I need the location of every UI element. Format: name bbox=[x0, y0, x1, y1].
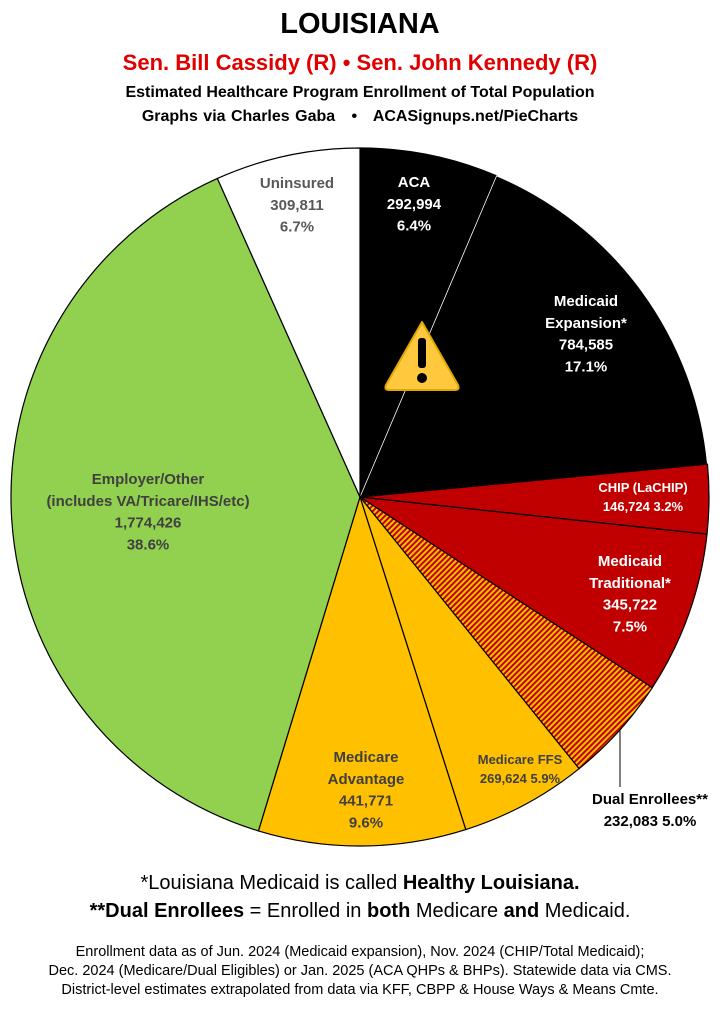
slice-percent-label: 9.6% bbox=[349, 814, 383, 831]
pie-slice-medicaid bbox=[359, 496, 708, 689]
slice-name-label: Employer/Other bbox=[92, 471, 205, 488]
slice-percent-label: 7.5% bbox=[613, 618, 647, 635]
footer-line: Dec. 2024 (Medicare/Dual Eligibles) or J… bbox=[48, 963, 672, 979]
senators-subtitle: Sen. Bill Cassidy (R) • Sen. John Kenned… bbox=[122, 50, 598, 75]
slice-value-label: 441,771 bbox=[339, 793, 393, 810]
chart-subtitle: Estimated Healthcare Program Enrollment … bbox=[125, 84, 595, 101]
pie-slice-employer-other bbox=[10, 177, 361, 832]
slice-name-label: Medicaid bbox=[598, 553, 662, 570]
slice-percent-label: 6.7% bbox=[280, 219, 314, 236]
slice-name-label: Expansion* bbox=[545, 315, 627, 332]
slice-name-label: Uninsured bbox=[260, 175, 334, 192]
pie-slice-uninsured bbox=[216, 147, 361, 498]
slice-percent-label: 17.1% bbox=[565, 358, 608, 375]
slice-name-label: Advantage bbox=[328, 771, 405, 788]
slice-name-label: Traditional* bbox=[589, 575, 671, 592]
slice-value-label: 232,083 5.0% bbox=[604, 813, 697, 830]
footer-line: Enrollment data as of Jun. 2024 (Medicai… bbox=[75, 944, 645, 960]
slice-name-label: Medicare bbox=[333, 749, 398, 766]
slice-name-label: Medicaid bbox=[554, 293, 618, 310]
slice-percent-label: 38.6% bbox=[127, 536, 170, 553]
slice-value-label: 269,624 5.9% bbox=[480, 771, 561, 786]
pie-chart: ACA 292,994 6.4% Medicaid Expansion* 784,585 1… bbox=[10, 147, 710, 847]
slice-percent-label: 6.4% bbox=[397, 218, 431, 235]
footnote-dual-enrollees: **Dual Enrollees = Enrolled in both Medi… bbox=[89, 900, 631, 922]
pie-slice-aca bbox=[359, 147, 498, 498]
slice-name-label: ACA bbox=[398, 174, 431, 191]
slice-name-label: CHIP (LaCHIP) bbox=[598, 480, 687, 495]
slice-value-label: 292,994 bbox=[387, 196, 442, 213]
slice-value-label: 146,724 3.2% bbox=[603, 499, 684, 514]
slice-name-label: (includes VA/Tricare/IHS/etc) bbox=[46, 493, 249, 510]
slice-name-label: Dual Enrollees** bbox=[592, 791, 708, 808]
pie-slice-medicare bbox=[257, 494, 467, 847]
chart-title: LOUISIANA bbox=[280, 8, 440, 40]
slice-value-label: 309,811 bbox=[270, 197, 323, 214]
pie-slice-medicare-ffs bbox=[359, 496, 580, 831]
slice-value-label: 784,585 bbox=[559, 337, 613, 354]
warning-icon bbox=[384, 321, 460, 391]
chart-credit: Graphs via Charles Gaba • ACASignups.net… bbox=[141, 108, 579, 125]
pie-slice-medicaid bbox=[359, 175, 708, 498]
slice-value-label: 1,774,426 bbox=[115, 515, 182, 532]
footer-line: District-level estimates extrapolated fr… bbox=[61, 982, 659, 998]
slice-name-label: Medicare FFS bbox=[478, 752, 563, 767]
slice-value-label: 345,722 bbox=[603, 597, 657, 614]
footnote-healthy-louisiana: *Louisiana Medicaid is called Healthy Lo… bbox=[140, 872, 580, 894]
